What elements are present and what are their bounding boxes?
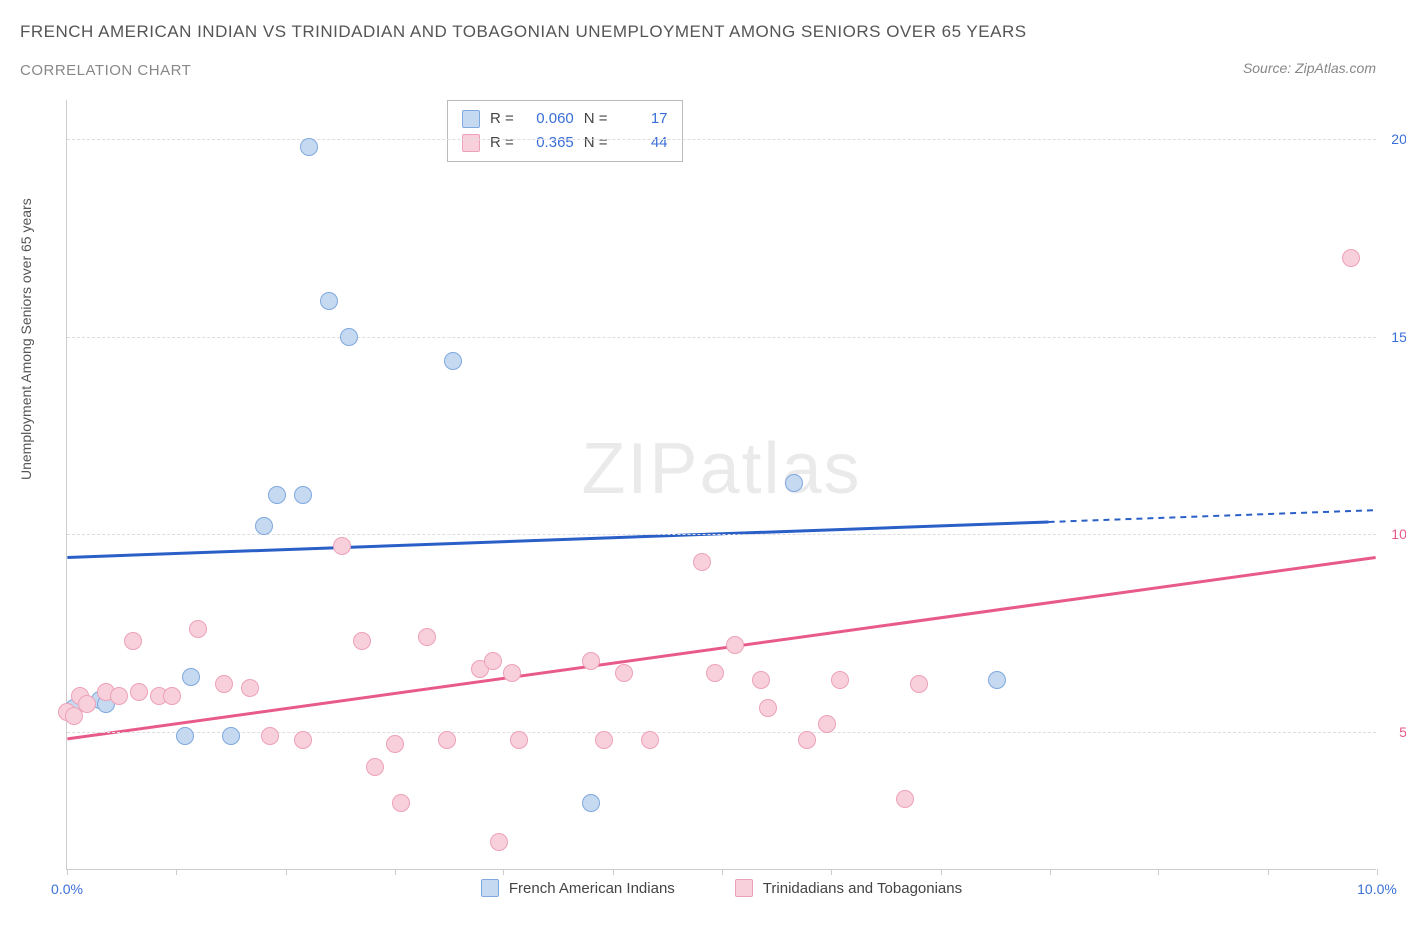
legend-swatch — [735, 879, 753, 897]
data-point — [392, 794, 410, 812]
data-point — [241, 679, 259, 697]
x-tick-mark — [941, 869, 942, 875]
data-point — [615, 664, 633, 682]
data-point — [752, 671, 770, 689]
trend-line-dashed — [1049, 510, 1376, 522]
x-tick-mark — [395, 869, 396, 875]
chart-subtitle: CORRELATION CHART — [20, 62, 191, 79]
data-point — [110, 687, 128, 705]
x-tick-mark — [286, 869, 287, 875]
data-point — [386, 735, 404, 753]
correlation-legend: R = 0.060 N = 17 R = 0.365 N = 44 — [447, 100, 683, 162]
x-tick-mark — [613, 869, 614, 875]
data-point — [333, 537, 351, 555]
data-point — [444, 352, 462, 370]
legend-swatch — [481, 879, 499, 897]
n-value: 44 — [618, 131, 668, 155]
data-point — [294, 486, 312, 504]
data-point — [189, 620, 207, 638]
data-point — [294, 731, 312, 749]
legend-swatch — [462, 134, 480, 152]
x-tick-label: 10.0% — [1357, 881, 1397, 897]
data-point — [706, 664, 724, 682]
data-point — [255, 517, 273, 535]
y-tick-label: 10.0% — [1381, 526, 1406, 542]
legend-swatch — [462, 110, 480, 128]
data-point — [726, 636, 744, 654]
legend-item: Trinidadians and Tobagonians — [735, 879, 962, 897]
x-tick-mark — [503, 869, 504, 875]
data-point — [182, 668, 200, 686]
y-tick-label: 15.0% — [1381, 329, 1406, 345]
x-tick-mark — [1268, 869, 1269, 875]
x-tick-label: 0.0% — [51, 881, 83, 897]
data-point — [300, 138, 318, 156]
data-point — [438, 731, 456, 749]
grid-line — [67, 337, 1376, 338]
x-tick-mark — [722, 869, 723, 875]
data-point — [595, 731, 613, 749]
data-point — [510, 731, 528, 749]
data-point — [503, 664, 521, 682]
data-point — [124, 632, 142, 650]
legend-label: French American Indians — [509, 880, 675, 897]
y-tick-label: 20.0% — [1381, 131, 1406, 147]
y-axis-label: Unemployment Among Seniors over 65 years — [18, 198, 34, 480]
data-point — [818, 715, 836, 733]
data-point — [353, 632, 371, 650]
r-value: 0.365 — [524, 131, 574, 155]
data-point — [215, 675, 233, 693]
trend-line — [67, 522, 1048, 557]
data-point — [1342, 249, 1360, 267]
data-point — [693, 553, 711, 571]
trend-line — [67, 557, 1375, 738]
data-point — [340, 328, 358, 346]
legend-item: French American Indians — [481, 879, 675, 897]
n-value: 17 — [618, 107, 668, 131]
r-label: R = — [490, 107, 514, 131]
data-point — [582, 652, 600, 670]
data-point — [268, 486, 286, 504]
data-point — [261, 727, 279, 745]
data-point — [366, 758, 384, 776]
data-point — [484, 652, 502, 670]
n-label: N = — [584, 131, 608, 155]
data-point — [785, 474, 803, 492]
data-point — [582, 794, 600, 812]
data-point — [130, 683, 148, 701]
data-point — [896, 790, 914, 808]
r-value: 0.060 — [524, 107, 574, 131]
data-point — [163, 687, 181, 705]
chart-title: FRENCH AMERICAN INDIAN VS TRINIDADIAN AN… — [20, 22, 1027, 42]
data-point — [78, 695, 96, 713]
source-attribution: Source: ZipAtlas.com — [1243, 60, 1376, 76]
r-label: R = — [490, 131, 514, 155]
series-legend: French American Indians Trinidadians and … — [67, 879, 1376, 897]
data-point — [176, 727, 194, 745]
legend-label: Trinidadians and Tobagonians — [763, 880, 962, 897]
scatter-plot: ZIPatlas R =0.060N =17R =0.365N =44 Fren… — [66, 100, 1376, 870]
data-point — [831, 671, 849, 689]
x-tick-mark — [1377, 869, 1378, 875]
data-point — [988, 671, 1006, 689]
data-point — [759, 699, 777, 717]
data-point — [910, 675, 928, 693]
data-point — [320, 292, 338, 310]
y-tick-label: 5.0% — [1381, 724, 1406, 740]
data-point — [798, 731, 816, 749]
trend-lines — [67, 100, 1376, 869]
correlation-row: R = 0.060 N = 17 — [462, 107, 668, 131]
correlation-row: R = 0.365 N = 44 — [462, 131, 668, 155]
data-point — [418, 628, 436, 646]
data-point — [641, 731, 659, 749]
data-point — [222, 727, 240, 745]
n-label: N = — [584, 107, 608, 131]
x-tick-mark — [1158, 869, 1159, 875]
x-tick-mark — [1050, 869, 1051, 875]
x-tick-mark — [67, 869, 68, 875]
x-tick-mark — [831, 869, 832, 875]
data-point — [490, 833, 508, 851]
grid-line — [67, 139, 1376, 140]
x-tick-mark — [176, 869, 177, 875]
